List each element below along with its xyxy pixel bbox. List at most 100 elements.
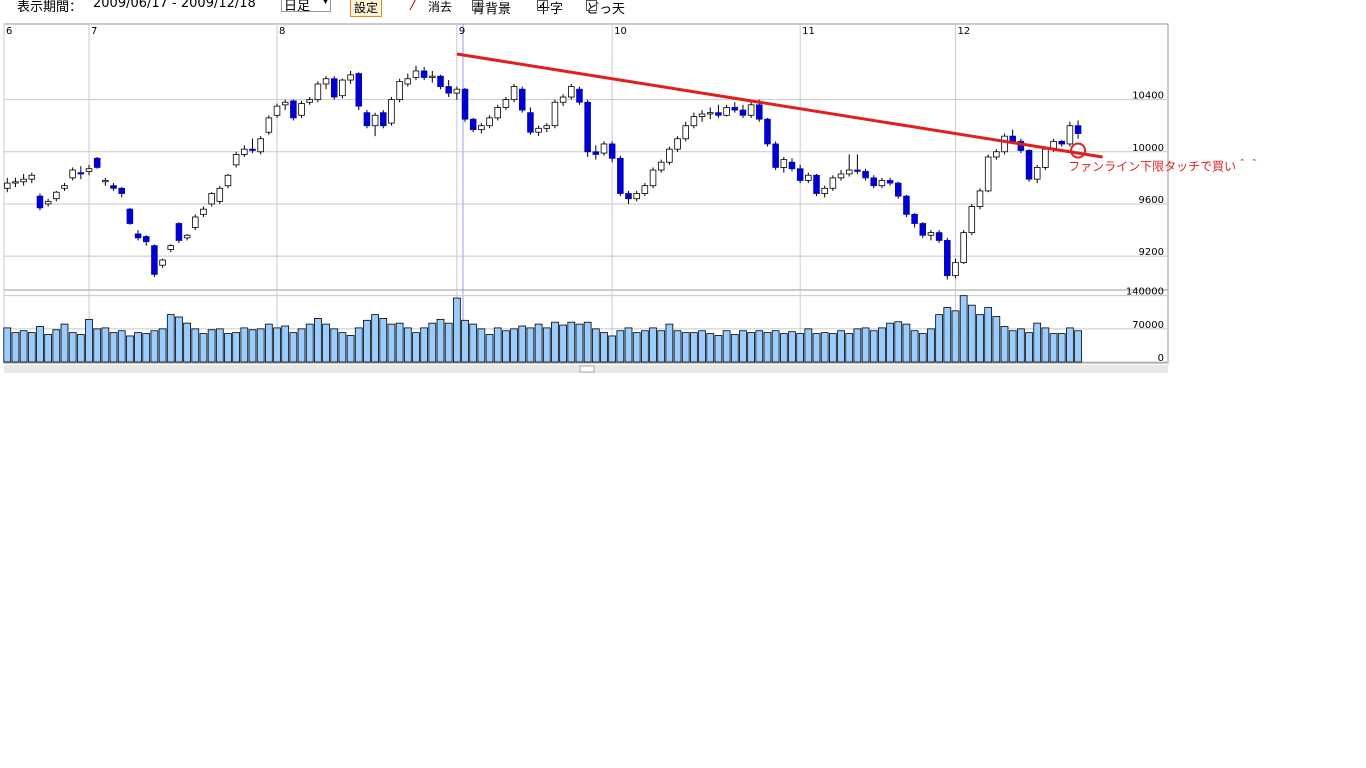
volume-bar (101, 327, 110, 363)
volume-bar (403, 327, 412, 363)
volume-bar (346, 335, 355, 363)
candle-body (461, 88, 469, 120)
volume-bar (551, 321, 559, 363)
volume-bar (109, 332, 118, 363)
volume-bar (44, 334, 53, 363)
volume-bar (52, 329, 61, 363)
candle-body (592, 151, 600, 155)
volume-bar (371, 314, 379, 363)
clear-button[interactable]: 消去 (428, 0, 453, 14)
volume-bar (1049, 333, 1058, 363)
candle-body (142, 236, 150, 243)
checkbox-box[interactable] (586, 0, 597, 11)
candle-body (249, 148, 256, 151)
volume-bar (510, 328, 518, 363)
volume-bar (518, 325, 527, 363)
volume-bar (60, 323, 69, 363)
volume-bar (1025, 332, 1033, 363)
candle-body (739, 109, 747, 116)
volume-bar (600, 332, 608, 363)
volume-bar (616, 330, 625, 363)
candle-body (298, 103, 305, 116)
volume-bar (207, 329, 216, 363)
candle-body (731, 107, 739, 111)
candle-body (698, 113, 706, 117)
arrow: ▼ (322, 0, 329, 6)
candle-body (813, 174, 820, 194)
candle-body (747, 104, 755, 116)
candle-body (110, 185, 117, 189)
candle-body (911, 213, 918, 224)
volume-bar (673, 330, 682, 363)
candle-body (469, 118, 477, 131)
volume-bar (722, 330, 731, 363)
candle-body (69, 169, 76, 179)
volume-bar (420, 327, 429, 363)
scroll-thumb[interactable] (579, 365, 595, 373)
checkbox[interactable]: どっ天 (586, 0, 625, 17)
volume-bar (886, 322, 894, 363)
checkbox-box[interactable]: ✓ (537, 0, 548, 11)
volume-bar (951, 310, 960, 363)
x-tick-label: 11 (802, 26, 815, 37)
volume-bar (1017, 328, 1025, 363)
candle-body (388, 99, 395, 124)
volume-bar (330, 328, 339, 363)
candle-body (208, 193, 215, 205)
candle-body (878, 180, 886, 187)
apply-button[interactable]: 設定 (350, 0, 383, 17)
checkbox-label: どっ天 (586, 2, 626, 17)
volume-bar (444, 322, 453, 363)
volume-bar (19, 330, 28, 363)
candle-body (371, 114, 379, 127)
interval-select[interactable]: 日足 ▼ (281, 0, 331, 14)
candle-body (1042, 148, 1049, 168)
volume-bar (992, 316, 1001, 363)
checkbox[interactable]: 青背景 (472, 0, 511, 17)
candle-body (330, 78, 338, 98)
candle-body (192, 216, 199, 228)
annotation-circle (1070, 142, 1087, 159)
candle-body (232, 153, 240, 166)
volume-bar (771, 330, 780, 363)
candle-body (903, 195, 910, 215)
volume-bar (828, 333, 837, 363)
candle-body (44, 200, 52, 205)
candle-body (1058, 140, 1065, 145)
volume-bar (322, 323, 330, 363)
volume-bar (493, 327, 502, 363)
candle-body (993, 151, 1000, 158)
checkbox[interactable]: ✓ 十字 (537, 0, 563, 17)
volume-bar (1057, 333, 1066, 363)
volume-bar (542, 327, 551, 363)
x-tick-label: 6 (6, 26, 12, 37)
candle-body (4, 182, 11, 189)
volume-bar (583, 321, 592, 363)
candle-body (821, 187, 828, 194)
candle-body (576, 88, 583, 103)
checkbox-box[interactable] (472, 0, 483, 11)
candle-body (584, 101, 591, 153)
candle-body (796, 168, 804, 181)
volume-bar (412, 332, 420, 363)
volume-bar (224, 333, 232, 363)
candle-body (854, 169, 861, 172)
candle-body (339, 79, 346, 97)
candle-body (944, 240, 951, 277)
volume-bar (927, 328, 935, 363)
candle-body (805, 174, 812, 181)
volume-bar (273, 327, 281, 363)
x-tick-label: 7 (91, 26, 97, 37)
candle-body (355, 73, 363, 107)
volume-bar (1000, 326, 1009, 363)
y-tick-label: 10000 (1132, 143, 1164, 154)
candle-body (126, 208, 134, 224)
volume-bar (820, 332, 829, 363)
volume-tick-label: 70000 (1132, 320, 1164, 331)
x-tick-label: 10 (614, 26, 627, 37)
candle-body (134, 233, 142, 239)
interval: 日足 (284, 0, 311, 14)
volume-bar (183, 322, 191, 363)
candle-body (502, 99, 510, 108)
candle-body (862, 170, 869, 179)
